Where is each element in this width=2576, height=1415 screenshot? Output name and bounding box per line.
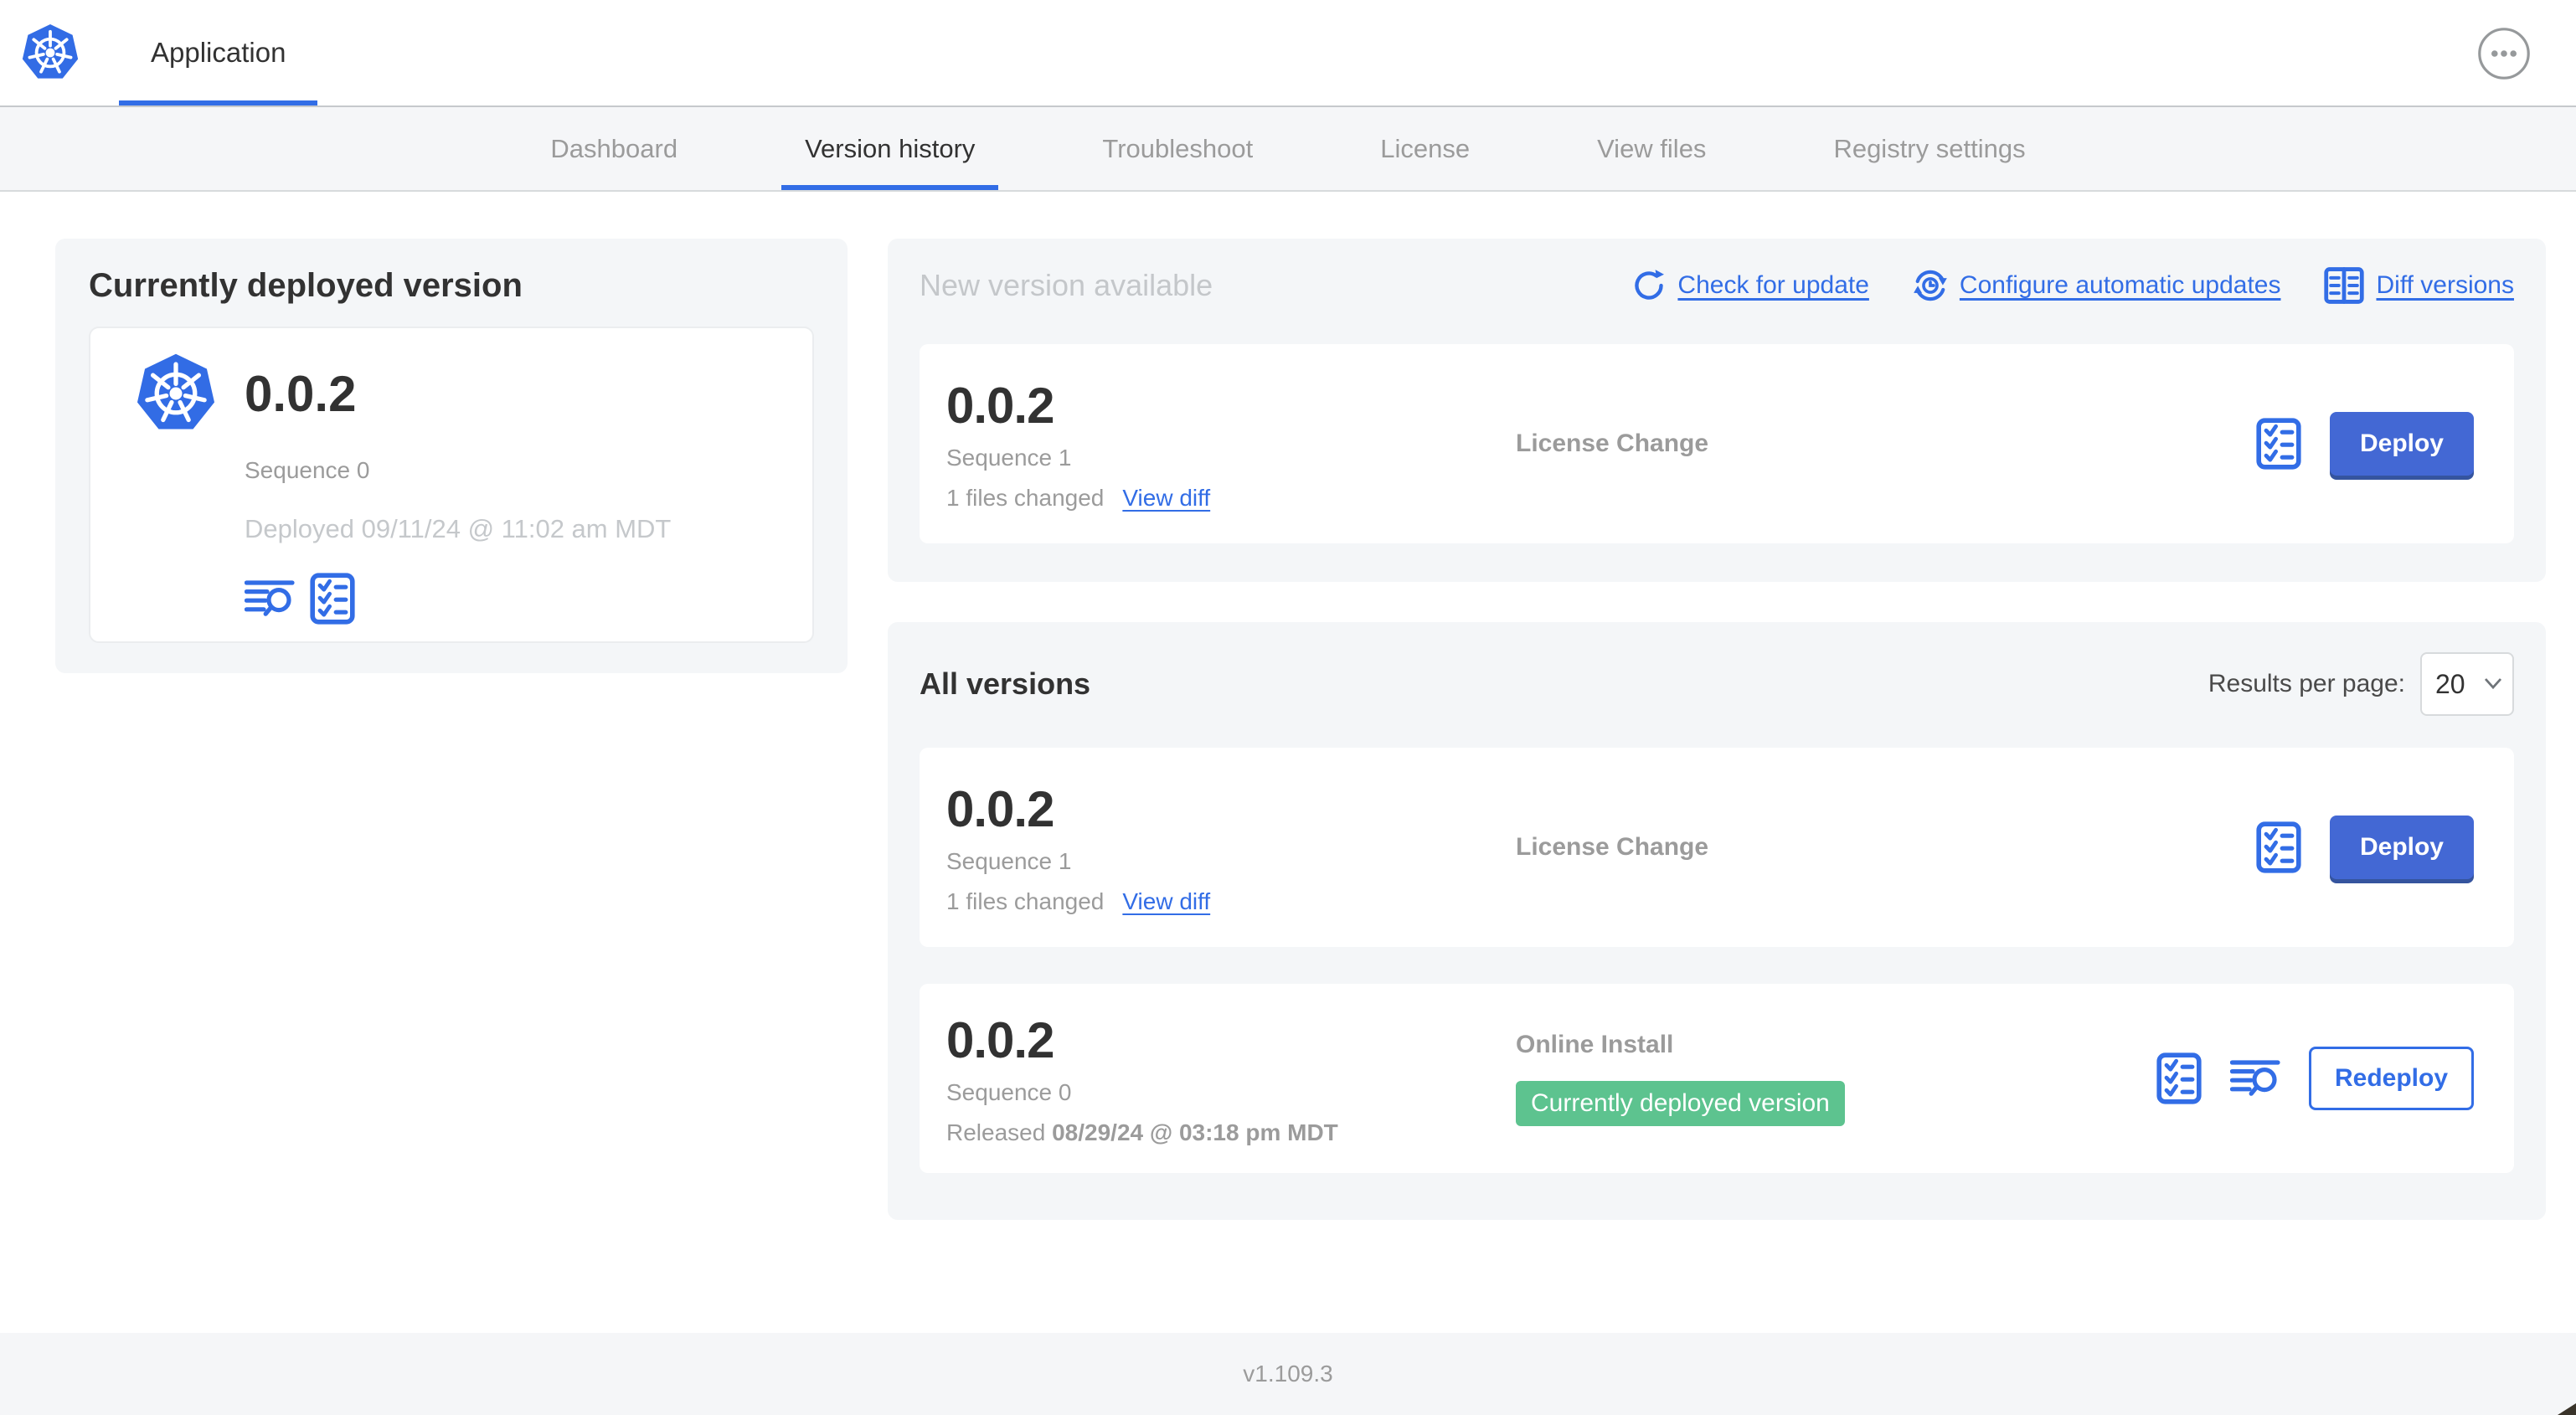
results-per-page-label: Results per page: <box>2208 670 2405 697</box>
new-version-row: 0.0.2 Sequence 1 1 files changed View di… <box>920 344 2514 543</box>
more-menu-button[interactable] <box>2477 27 2531 80</box>
view-diff-link[interactable]: View diff <box>1122 888 1211 914</box>
deployed-version-number: 0.0.2 <box>245 365 357 422</box>
checklist-icon <box>2156 1052 2202 1104</box>
ellipsis-circle-icon <box>2478 28 2530 80</box>
checklist-icon <box>310 573 355 625</box>
tab-dashboard[interactable]: Dashboard <box>527 107 701 190</box>
diff-columns-icon <box>2324 267 2364 304</box>
tab-label: View files <box>1597 133 1707 163</box>
version-source: License Change <box>1516 833 1709 861</box>
version-sequence: Sequence 0 <box>946 1078 1072 1105</box>
tab-label: Dashboard <box>550 133 678 163</box>
new-version-title: New version available <box>920 268 1213 302</box>
clock-refresh-icon <box>1913 268 1948 303</box>
version-number: 0.0.2 <box>946 1011 1054 1068</box>
app-header: Application <box>0 0 2576 107</box>
tab-label: License <box>1380 133 1471 163</box>
view-diff-link[interactable]: View diff <box>1122 484 1211 511</box>
deploy-button[interactable]: Deploy <box>2329 816 2474 879</box>
diff-versions-label: Diff versions <box>2376 271 2514 299</box>
log-search-icon <box>245 579 295 618</box>
app-footer: v1.109.3 <box>0 1333 2576 1415</box>
version-row: 0.0.2 Sequence 0 Released 08/29/24 @ 03:… <box>920 984 2514 1173</box>
preflight-checks-button[interactable] <box>2156 1052 2202 1104</box>
tab-version-history[interactable]: Version history <box>781 107 999 190</box>
released-timestamp: Released 08/29/24 @ 03:18 pm MDT <box>946 1119 1516 1146</box>
right-column: New version available Check for update C… <box>888 239 2546 1220</box>
configure-automatic-updates-link[interactable]: Configure automatic updates <box>1913 268 2281 303</box>
check-for-update-label: Check for update <box>1677 271 1869 299</box>
version-number: 0.0.2 <box>946 377 1054 434</box>
refresh-icon <box>1632 268 1666 303</box>
redeploy-button[interactable]: Redeploy <box>2308 1047 2474 1110</box>
currently-deployed-card: 0.0.2 Sequence 0 Deployed 09/11/24 @ 11:… <box>89 327 814 643</box>
kubernetes-logo-icon <box>20 23 80 80</box>
currently-deployed-badge: Currently deployed version <box>1516 1081 1845 1126</box>
check-for-update-link[interactable]: Check for update <box>1632 268 1869 303</box>
version-sequence: Sequence 1 <box>946 847 1072 874</box>
deploy-button[interactable]: Deploy <box>2329 412 2474 476</box>
deployed-sequence: Sequence 0 <box>245 457 370 483</box>
log-search-icon <box>2230 1059 2280 1098</box>
released-prefix: Released <box>946 1119 1046 1145</box>
version-row: 0.0.2 Sequence 1 1 files changed View di… <box>920 748 2514 947</box>
configure-automatic-updates-label: Configure automatic updates <box>1959 271 2281 299</box>
kubernetes-app-icon <box>134 352 218 435</box>
new-version-panel: New version available Check for update C… <box>888 239 2546 582</box>
cursor-artifact <box>2558 1403 2576 1415</box>
checklist-icon <box>2256 821 2301 873</box>
tab-troubleshoot[interactable]: Troubleshoot <box>1079 107 1276 190</box>
deploy-logs-button[interactable] <box>245 579 295 618</box>
preflight-checks-button[interactable] <box>310 573 355 625</box>
tab-license[interactable]: License <box>1357 107 1493 190</box>
deploy-logs-button[interactable] <box>2230 1059 2280 1098</box>
main-content: Currently deployed version 0.0.2 Sequenc… <box>0 192 2576 1220</box>
currently-deployed-panel: Currently deployed version 0.0.2 Sequenc… <box>55 239 848 673</box>
tab-label: Registry settings <box>1833 133 2026 163</box>
deployed-timestamp: Deployed 09/11/24 @ 11:02 am MDT <box>245 514 672 543</box>
version-number: 0.0.2 <box>946 780 1054 837</box>
results-per-page-select[interactable]: 20 <box>2420 652 2514 716</box>
version-source: License Change <box>1516 430 1709 457</box>
tab-view-files[interactable]: View files <box>1574 107 1729 190</box>
version-source: Online Install <box>1516 1031 1674 1058</box>
diff-versions-link[interactable]: Diff versions <box>2324 267 2514 304</box>
all-versions-panel: All versions Results per page: 20 <box>888 622 2546 1220</box>
tab-label: Troubleshoot <box>1102 133 1254 163</box>
released-date: 08/29/24 @ 03:18 pm MDT <box>1052 1119 1338 1145</box>
files-changed-text: 1 files changed <box>946 484 1105 511</box>
files-changed-text: 1 files changed <box>946 888 1105 914</box>
all-versions-title: All versions <box>920 666 1091 701</box>
preflight-checks-button[interactable] <box>2256 821 2301 873</box>
preflight-checks-button[interactable] <box>2256 418 2301 470</box>
tab-label: Version history <box>805 133 976 163</box>
tab-registry-settings[interactable]: Registry settings <box>1810 107 2048 190</box>
kots-version: v1.109.3 <box>1243 1361 1333 1387</box>
version-sequence: Sequence 1 <box>946 444 1072 471</box>
subnav: Dashboard Version history Troubleshoot L… <box>0 107 2576 192</box>
app-tab[interactable]: Application <box>119 0 318 105</box>
checklist-icon <box>2256 418 2301 470</box>
app-tab-label: Application <box>151 37 286 68</box>
currently-deployed-title: Currently deployed version <box>89 267 523 304</box>
